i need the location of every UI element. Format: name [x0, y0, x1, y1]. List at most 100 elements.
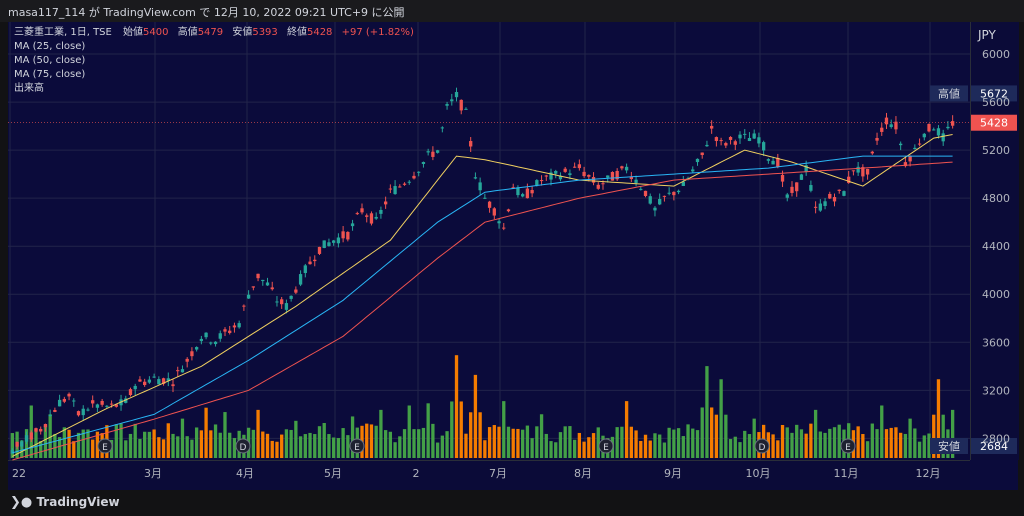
candle-body [91, 400, 95, 404]
candle-body [799, 174, 804, 180]
legend-ma50[interactable]: MA (50, close) [14, 55, 86, 66]
candle-body [818, 203, 822, 211]
candle-body [114, 404, 118, 407]
volume-bar [417, 429, 421, 458]
candle-body [171, 384, 175, 387]
candle-body [379, 209, 383, 214]
candle-body [298, 274, 303, 285]
volume-bar [582, 441, 586, 458]
volume-bar [667, 427, 671, 458]
candle-body [728, 136, 733, 140]
candle-body [913, 147, 917, 150]
volume-bar [554, 442, 558, 458]
candle-body [294, 289, 298, 293]
volume-bar [10, 433, 15, 458]
legend-volume[interactable]: 出来高 [14, 83, 44, 94]
candle-body [582, 171, 586, 177]
y-tick-label: 4400 [982, 240, 1010, 253]
volume-bar [336, 438, 341, 458]
candle-body [936, 128, 941, 136]
candle-body [412, 175, 416, 179]
volume-bar [473, 374, 478, 458]
price-marker-value: 5672 [980, 87, 1008, 100]
volume-bar [53, 433, 57, 458]
candle-body [398, 186, 402, 188]
volume-bar [402, 429, 407, 458]
volume-bar [506, 426, 511, 458]
volume-bar [365, 423, 369, 458]
candle-body [289, 295, 293, 299]
candle-body [43, 423, 48, 428]
volume-bar [932, 414, 936, 458]
candle-body [511, 187, 515, 189]
volume-bar [459, 401, 463, 458]
legend-ma25[interactable]: MA (25, close) [14, 41, 86, 52]
event-badge [235, 438, 251, 454]
candle-body [185, 358, 189, 362]
candle-body [610, 172, 615, 181]
event-badge-letter: E [102, 443, 108, 453]
candle-body [790, 186, 794, 193]
volume-bar [313, 434, 317, 458]
candle-body [72, 400, 76, 402]
candle-body [15, 441, 19, 447]
volume-bar [86, 429, 90, 458]
legend-ma75[interactable]: MA (75, close) [14, 69, 86, 80]
candle-body [894, 121, 898, 130]
event-badge [97, 438, 113, 454]
time-axis[interactable] [8, 460, 970, 491]
candle-body [606, 175, 610, 178]
event-badge [349, 438, 365, 454]
currency-label: JPY [978, 28, 996, 42]
candle-body [903, 162, 908, 167]
volume-bar [629, 426, 633, 458]
candle-body [865, 168, 870, 175]
x-tick-label: 5月 [324, 467, 342, 480]
volume-bar [903, 433, 908, 458]
volume-bar [870, 423, 874, 458]
candle-body [62, 398, 66, 402]
volume-bar [861, 434, 865, 458]
candle-body [587, 174, 591, 177]
candle-body [20, 441, 24, 447]
candle-body [761, 142, 766, 151]
volume-bar [535, 426, 539, 458]
volume-bar [572, 439, 577, 458]
candle-body [10, 450, 15, 454]
volume-bar [431, 423, 435, 458]
candle-body [809, 185, 813, 191]
volume-bar [341, 428, 345, 458]
candle-body [691, 169, 695, 172]
x-tick-label: 3月 [144, 467, 162, 480]
candle-body [851, 170, 856, 172]
legend-open-label: 始値 [123, 27, 144, 38]
candle-body [473, 177, 478, 179]
volume-bar [435, 442, 440, 458]
volume-bar [658, 434, 662, 458]
candle-body [39, 428, 43, 432]
volume-bar [412, 429, 416, 458]
x-tick-label: 9月 [664, 467, 682, 480]
candle-body [464, 108, 468, 110]
tradingview-logo[interactable]: ❯● TradingView [10, 495, 120, 510]
candle-body [383, 201, 388, 205]
volume-bar [81, 429, 85, 458]
event-badge [598, 438, 614, 454]
volume-bar [691, 428, 695, 458]
candle-body [388, 188, 393, 190]
ma-line-25 [12, 134, 953, 457]
candle-body [48, 414, 52, 417]
candle-body [365, 215, 369, 217]
candle-body [194, 347, 199, 350]
candle-body [502, 227, 506, 229]
candle-body [147, 379, 152, 383]
candle-body [317, 246, 322, 254]
volume-bar [922, 435, 926, 458]
footer-bar: ❯● TradingView [0, 490, 1024, 516]
candle-body [237, 323, 241, 328]
volume-bar [941, 414, 945, 458]
candle-body [577, 164, 582, 169]
volume-bar [719, 379, 723, 458]
volume-bar [284, 429, 289, 458]
candle-body [506, 209, 511, 212]
